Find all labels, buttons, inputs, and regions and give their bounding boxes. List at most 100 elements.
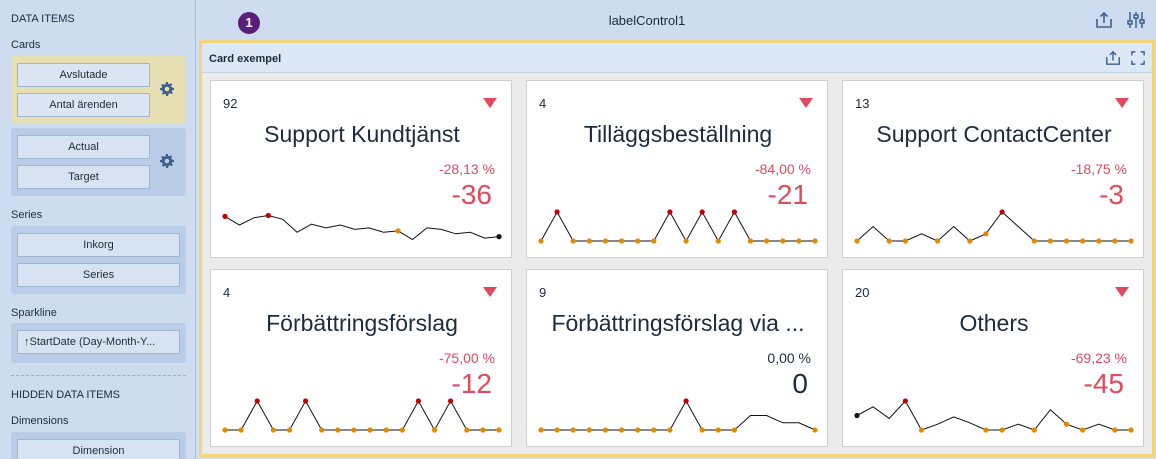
sparkline-point bbox=[699, 427, 705, 433]
card-title: Förbättringsförslag via ... bbox=[551, 310, 805, 336]
sparkline-point bbox=[983, 231, 989, 237]
dimension-item[interactable]: Dimension bbox=[17, 439, 180, 459]
sparkline-point bbox=[796, 238, 802, 244]
sparkline-point bbox=[999, 427, 1005, 433]
sparkline-point bbox=[222, 213, 228, 219]
kpi-card[interactable]: 20 Others -69,23 % -45 bbox=[842, 269, 1144, 447]
sparkline-point bbox=[854, 412, 860, 419]
sparkline-point bbox=[1128, 427, 1134, 433]
sparkline-point bbox=[222, 427, 228, 433]
arrow-up-icon: ↑ bbox=[24, 336, 30, 348]
card-title: Förbättringsförslag bbox=[266, 310, 458, 336]
sparkline-point bbox=[812, 427, 818, 433]
sparkline bbox=[538, 398, 818, 433]
card-title: Support ContactCenter bbox=[876, 121, 1112, 147]
sparkline-point bbox=[683, 238, 689, 244]
kpi-card[interactable]: 4 Förbättringsförslag -75,00 % -12 bbox=[210, 269, 512, 447]
card-item-avslutade[interactable]: Avslutade bbox=[17, 63, 150, 87]
series-section-title: Series bbox=[11, 209, 43, 221]
sparkline-point bbox=[554, 427, 560, 433]
export-icon[interactable] bbox=[1105, 50, 1121, 66]
trend-down-icon bbox=[483, 98, 497, 108]
card-title: Others bbox=[959, 310, 1029, 336]
card-delta-percent: -69,23 % bbox=[1070, 350, 1127, 366]
card-item-target[interactable]: Target bbox=[17, 165, 150, 189]
settings-icon[interactable] bbox=[1127, 11, 1145, 29]
hidden-data-items-title: HIDDEN DATA ITEMS bbox=[11, 389, 120, 401]
card-delta-percent: -28,13 % bbox=[438, 161, 495, 177]
kpi-card[interactable]: 9 Förbättringsförslag via ... 0,00 % 0 bbox=[526, 269, 828, 447]
sparkline-point bbox=[983, 427, 989, 433]
trend-down-icon bbox=[1115, 287, 1129, 297]
sparkline-point bbox=[812, 238, 818, 244]
sparkline-point bbox=[448, 398, 454, 404]
data-items-title: DATA ITEMS bbox=[11, 13, 75, 25]
kpi-card[interactable]: 13 Support ContactCenter -18,75 % -3 bbox=[842, 80, 1144, 258]
sparkline-point bbox=[254, 398, 260, 404]
sparkline-point bbox=[602, 427, 609, 433]
sparkline-line bbox=[541, 399, 816, 431]
sparkline-point bbox=[1047, 238, 1053, 244]
card-count: 92 bbox=[223, 96, 238, 111]
sparkline-point bbox=[431, 427, 438, 433]
sparkline-point bbox=[335, 427, 341, 433]
sparkline-point bbox=[715, 238, 721, 244]
sparkline-point bbox=[265, 212, 271, 219]
dimensions-section-title: Dimensions bbox=[11, 415, 69, 427]
sparkline-point bbox=[238, 427, 244, 433]
card-item-antal-arenden[interactable]: Antal ärenden bbox=[17, 93, 150, 117]
cards-group-1: Avslutade Antal ärenden bbox=[11, 56, 186, 124]
sparkline bbox=[222, 212, 502, 241]
card-delta-value: -45 bbox=[1083, 368, 1124, 399]
export-icon[interactable] bbox=[1095, 11, 1113, 29]
sparkline-point bbox=[303, 398, 309, 404]
card-delta-value: -36 bbox=[451, 179, 492, 210]
data-items-panel: DATA ITEMS Cards Avslutade Antal ärenden… bbox=[0, 0, 196, 459]
sparkline-point bbox=[651, 427, 657, 433]
sparkline-point bbox=[1080, 427, 1086, 433]
sparkline bbox=[854, 209, 1134, 244]
sparkline-point bbox=[667, 427, 673, 433]
card-delta-percent: -18,75 % bbox=[1070, 161, 1127, 177]
series-item-inkorg[interactable]: Inkorg bbox=[17, 233, 180, 257]
sparkline-point bbox=[1063, 238, 1070, 244]
sparkline-point bbox=[715, 427, 721, 433]
trend-down-icon bbox=[483, 287, 497, 297]
dashboard-title: labelControl1 bbox=[608, 13, 686, 28]
sparkline-line bbox=[540, 210, 815, 243]
sparkline-point bbox=[902, 238, 908, 244]
sparkline-point bbox=[651, 238, 657, 244]
series-item-series[interactable]: Series bbox=[17, 263, 180, 287]
sparkline-point bbox=[383, 427, 389, 433]
sparkline-point bbox=[570, 238, 576, 244]
card-item-actual[interactable]: Actual bbox=[17, 135, 150, 159]
card-count: 4 bbox=[223, 285, 231, 300]
sparkline-point bbox=[602, 238, 609, 244]
sparkline bbox=[222, 398, 502, 433]
kpi-card[interactable]: 92 Support Kundtjänst -28,13 % -36 bbox=[210, 80, 512, 258]
card-delta-value: 0 bbox=[792, 368, 808, 399]
sparkline-point bbox=[918, 427, 925, 433]
card-delta-value: -12 bbox=[451, 368, 492, 399]
kpi-card[interactable]: 4 Tilläggsbeställning -84,00 % -21 bbox=[526, 80, 828, 258]
series-group: Inkorg Series bbox=[11, 226, 186, 294]
sparkline-point bbox=[967, 238, 973, 244]
sparkline-point bbox=[1112, 238, 1118, 244]
trend-down-icon bbox=[1115, 98, 1129, 108]
gear-icon[interactable] bbox=[160, 82, 174, 96]
sparkline-point bbox=[731, 427, 737, 433]
sparkline-point bbox=[570, 427, 576, 433]
cards-group-2: Actual Target bbox=[11, 128, 186, 196]
gear-icon[interactable] bbox=[160, 154, 174, 168]
sparkline-point bbox=[731, 209, 737, 215]
sparkline-item[interactable]: ↑StartDate (Day-Month-Y... bbox=[17, 330, 180, 354]
sparkline-point bbox=[586, 427, 592, 433]
sparkline-point bbox=[619, 427, 625, 433]
sparkline-item-label: StartDate (Day-Month-Y... bbox=[29, 336, 156, 348]
card-title: Support Kundtjänst bbox=[264, 121, 460, 147]
sparkline-point bbox=[764, 238, 770, 244]
sparkline-point bbox=[554, 209, 560, 215]
maximize-icon[interactable] bbox=[1131, 51, 1145, 65]
sparkline-point bbox=[351, 427, 357, 433]
